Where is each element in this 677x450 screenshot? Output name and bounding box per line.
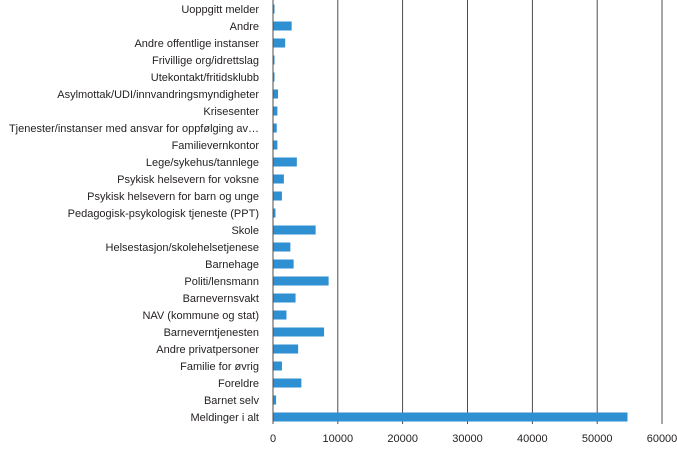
bar: [273, 276, 329, 286]
x-tick-label: 60000: [647, 433, 677, 445]
category-label: Tjenester/instanser med ansvar for oppfø…: [9, 123, 259, 135]
bar: [273, 378, 302, 388]
category-label: NAV (kommune og stat): [142, 310, 259, 322]
bar: [273, 157, 297, 167]
bar: [273, 55, 275, 65]
category-label: Uoppgitt melder: [181, 4, 259, 16]
bar: [273, 310, 287, 320]
category-label: Frivillige org/idrettslag: [152, 55, 259, 67]
category-label: Psykisk helsevern for voksne: [117, 174, 259, 186]
bar: [273, 395, 277, 405]
x-tick-label: 40000: [517, 433, 548, 445]
bar: [273, 327, 325, 337]
category-label: Andre: [230, 21, 259, 33]
bar: [273, 208, 276, 218]
category-label: Foreldre: [218, 378, 259, 390]
category-label: Andre privatpersoner: [156, 344, 259, 356]
x-tick-label: 30000: [452, 433, 483, 445]
category-label: Asylmottak/UDI/innvandringsmyndigheter: [57, 89, 259, 101]
bar: [273, 123, 277, 133]
category-label: Barnevernsvakt: [183, 293, 259, 305]
x-tick-label: 10000: [323, 433, 354, 445]
category-label: Helsestasjon/skolehelsetjenese: [106, 242, 259, 254]
bar: [273, 21, 292, 31]
bars: [273, 4, 628, 422]
category-label: Meldinger i alt: [191, 412, 259, 424]
bar: [273, 38, 286, 48]
bar: [273, 89, 279, 99]
x-tick-label: 20000: [387, 433, 418, 445]
bar: [273, 72, 275, 82]
bar: [273, 4, 275, 14]
bar: [273, 140, 278, 150]
category-label: Andre offentlige instanser: [134, 38, 259, 50]
category-label: Politi/lensmann: [184, 276, 259, 288]
category-label: Pedagogisk-psykologisk tjeneste (PPT): [68, 208, 259, 220]
bar: [273, 293, 296, 303]
bar: [273, 361, 282, 371]
category-label: Skole: [231, 225, 259, 237]
gridlines: [337, 0, 663, 424]
bar: [273, 344, 299, 354]
bar: [273, 412, 628, 422]
tick-labels: 0 10000 20000 30000 40000 50000 60000: [270, 433, 677, 445]
bar: [273, 106, 278, 116]
x-tick-label: 50000: [582, 433, 613, 445]
category-label: Familievernkontor: [172, 140, 260, 152]
category-label: Barnehage: [205, 259, 259, 271]
bar: [273, 259, 294, 269]
x-tick-label: 0: [270, 433, 276, 445]
category-label: Lege/sykehus/tannlege: [146, 157, 259, 169]
bar: [273, 191, 282, 201]
category-labels: Uoppgitt melder Andre Andre offentlige ins…: [9, 4, 260, 424]
bar: [273, 174, 284, 184]
category-label: Krisesenter: [203, 106, 259, 118]
category-label: Utekontakt/fritidsklubb: [151, 72, 259, 84]
category-label: Familie for øvrig: [180, 361, 259, 373]
bar: [273, 225, 316, 235]
category-label: Barnet selv: [204, 395, 260, 407]
category-label: Psykisk helsevern for barn og unge: [87, 191, 259, 203]
bar: [273, 242, 291, 252]
category-label: Barneverntjenesten: [164, 327, 259, 339]
